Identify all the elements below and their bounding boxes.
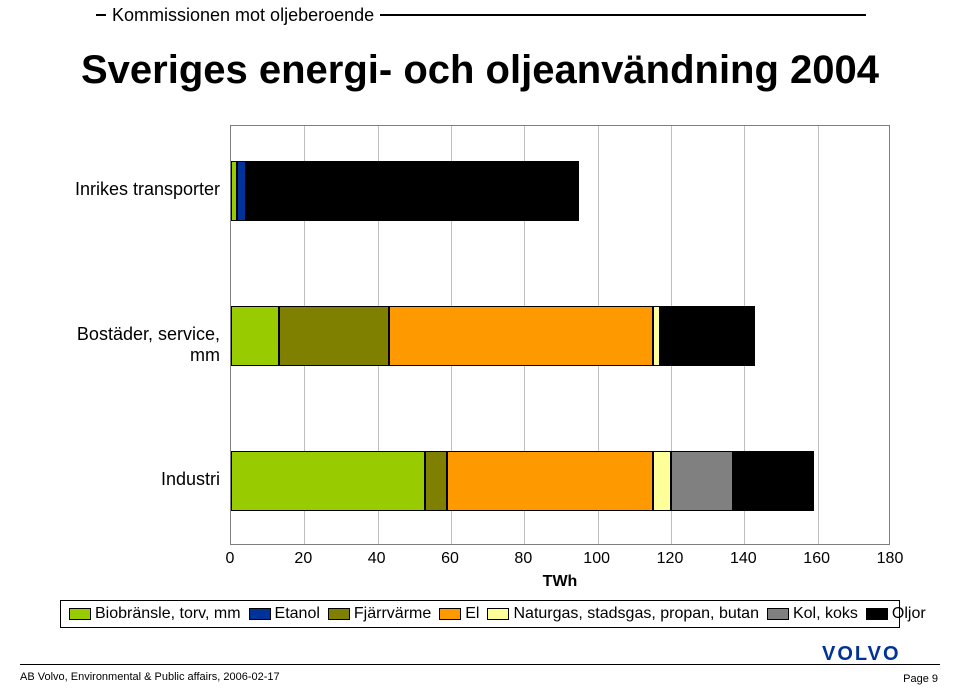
bar-segment <box>231 306 279 366</box>
bar-segment <box>425 451 447 511</box>
chart-plot <box>230 125 890 545</box>
legend-swatch <box>767 608 789 620</box>
legend-label: Fjärrvärme <box>354 605 431 623</box>
category-label: Industri <box>60 469 220 490</box>
x-tick-label: 160 <box>797 550 837 568</box>
header-text: Kommissionen mot oljeberoende <box>106 5 380 26</box>
bar-segment <box>653 451 671 511</box>
legend-label: El <box>465 605 479 623</box>
footer-text: AB Volvo, Environmental & Public affairs… <box>20 671 280 683</box>
legend-item: Kol, koks <box>767 605 858 623</box>
bar-segment <box>279 306 389 366</box>
energy-chart: TWh 020406080100120140160180Inrikes tran… <box>60 125 900 585</box>
page-number: Page 9 <box>903 673 938 685</box>
page-title: Sveriges energi- och oljeanvändning 2004 <box>0 48 960 93</box>
x-tick-label: 0 <box>210 550 250 568</box>
legend-label: Oljor <box>892 605 926 623</box>
x-tick-label: 60 <box>430 550 470 568</box>
legend-swatch <box>328 608 350 620</box>
x-tick-label: 100 <box>577 550 617 568</box>
svg-text:VOLVO: VOLVO <box>822 643 901 665</box>
category-label: Inrikes transporter <box>60 179 220 200</box>
x-tick-label: 40 <box>357 550 397 568</box>
legend-swatch <box>487 608 509 620</box>
bar-segment <box>237 161 246 221</box>
legend-item: Etanol <box>249 605 320 623</box>
x-tick-label: 140 <box>723 550 763 568</box>
legend-item: Fjärrvärme <box>328 605 431 623</box>
slide-page: Kommissionen mot oljeberoende Sveriges e… <box>0 0 960 691</box>
bar-row <box>231 161 891 221</box>
legend-swatch <box>69 608 91 620</box>
legend-item: Oljor <box>866 605 926 623</box>
x-tick-label: 120 <box>650 550 690 568</box>
legend-item: Biobränsle, torv, mm <box>69 605 241 623</box>
bar-segment <box>660 306 755 366</box>
footer-rule <box>20 664 940 665</box>
bar-segment <box>653 306 660 366</box>
legend-item: Naturgas, stadsgas, propan, butan <box>487 605 759 623</box>
x-tick-label: 80 <box>503 550 543 568</box>
x-tick-label: 180 <box>870 550 910 568</box>
legend-swatch <box>249 608 271 620</box>
bar-row <box>231 306 891 366</box>
category-label: Bostäder, service, mm <box>60 324 220 366</box>
legend-swatch <box>439 608 461 620</box>
legend-label: Kol, koks <box>793 605 858 623</box>
x-axis-title: TWh <box>230 573 890 591</box>
legend-label: Biobränsle, torv, mm <box>95 605 241 623</box>
bar-segment <box>447 451 652 511</box>
volvo-logo: VOLVO <box>822 643 932 665</box>
legend-item: El <box>439 605 479 623</box>
chart-legend: Biobränsle, torv, mm Etanol Fjärrvärme El Na… <box>60 600 900 628</box>
legend-label: Etanol <box>275 605 320 623</box>
bar-segment <box>733 451 814 511</box>
bar-segment <box>231 451 425 511</box>
bar-segment <box>389 306 653 366</box>
bar-segment <box>246 161 580 221</box>
bar-row <box>231 451 891 511</box>
bar-segment <box>671 451 733 511</box>
x-tick-label: 20 <box>283 550 323 568</box>
legend-swatch <box>866 608 888 620</box>
legend-label: Naturgas, stadsgas, propan, butan <box>513 605 759 623</box>
